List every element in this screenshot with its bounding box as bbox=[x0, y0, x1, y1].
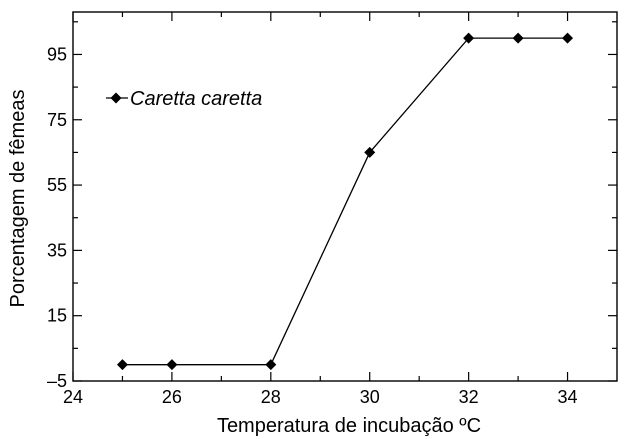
x-tick-label: 28 bbox=[261, 387, 281, 407]
x-axis-title: Temperatura de incubação ºC bbox=[217, 415, 481, 437]
data-point bbox=[265, 359, 277, 371]
legend: Caretta caretta bbox=[106, 88, 262, 110]
axis-ticks bbox=[72, 12, 617, 382]
y-axis-title: Porcentagem de fêmeas bbox=[7, 90, 29, 308]
data-point bbox=[166, 359, 178, 371]
x-tick-label: 34 bbox=[558, 387, 578, 407]
legend-marker bbox=[110, 92, 122, 104]
y-tick-label: 15 bbox=[47, 306, 67, 326]
x-tick-label: 30 bbox=[360, 387, 380, 407]
data-point bbox=[116, 359, 128, 371]
data-point bbox=[463, 32, 475, 44]
tick-labels: 24 26 28 30 32 34 –5 15 35 55 75 95 bbox=[47, 44, 578, 407]
data-point bbox=[364, 146, 376, 158]
y-tick-label: 75 bbox=[47, 110, 67, 130]
series-layer bbox=[116, 32, 574, 371]
x-tick-label: 32 bbox=[459, 387, 479, 407]
x-tick-label: 24 bbox=[63, 387, 83, 407]
legend-label: Caretta caretta bbox=[130, 88, 262, 110]
y-tick-label: 55 bbox=[47, 175, 67, 195]
x-tick-label: 26 bbox=[162, 387, 182, 407]
data-point bbox=[512, 32, 524, 44]
y-tick-label: 35 bbox=[47, 240, 67, 260]
y-tick-label: –5 bbox=[47, 371, 67, 391]
data-point bbox=[562, 32, 574, 44]
plot-frame bbox=[72, 11, 618, 382]
y-tick-label: 95 bbox=[47, 44, 67, 64]
